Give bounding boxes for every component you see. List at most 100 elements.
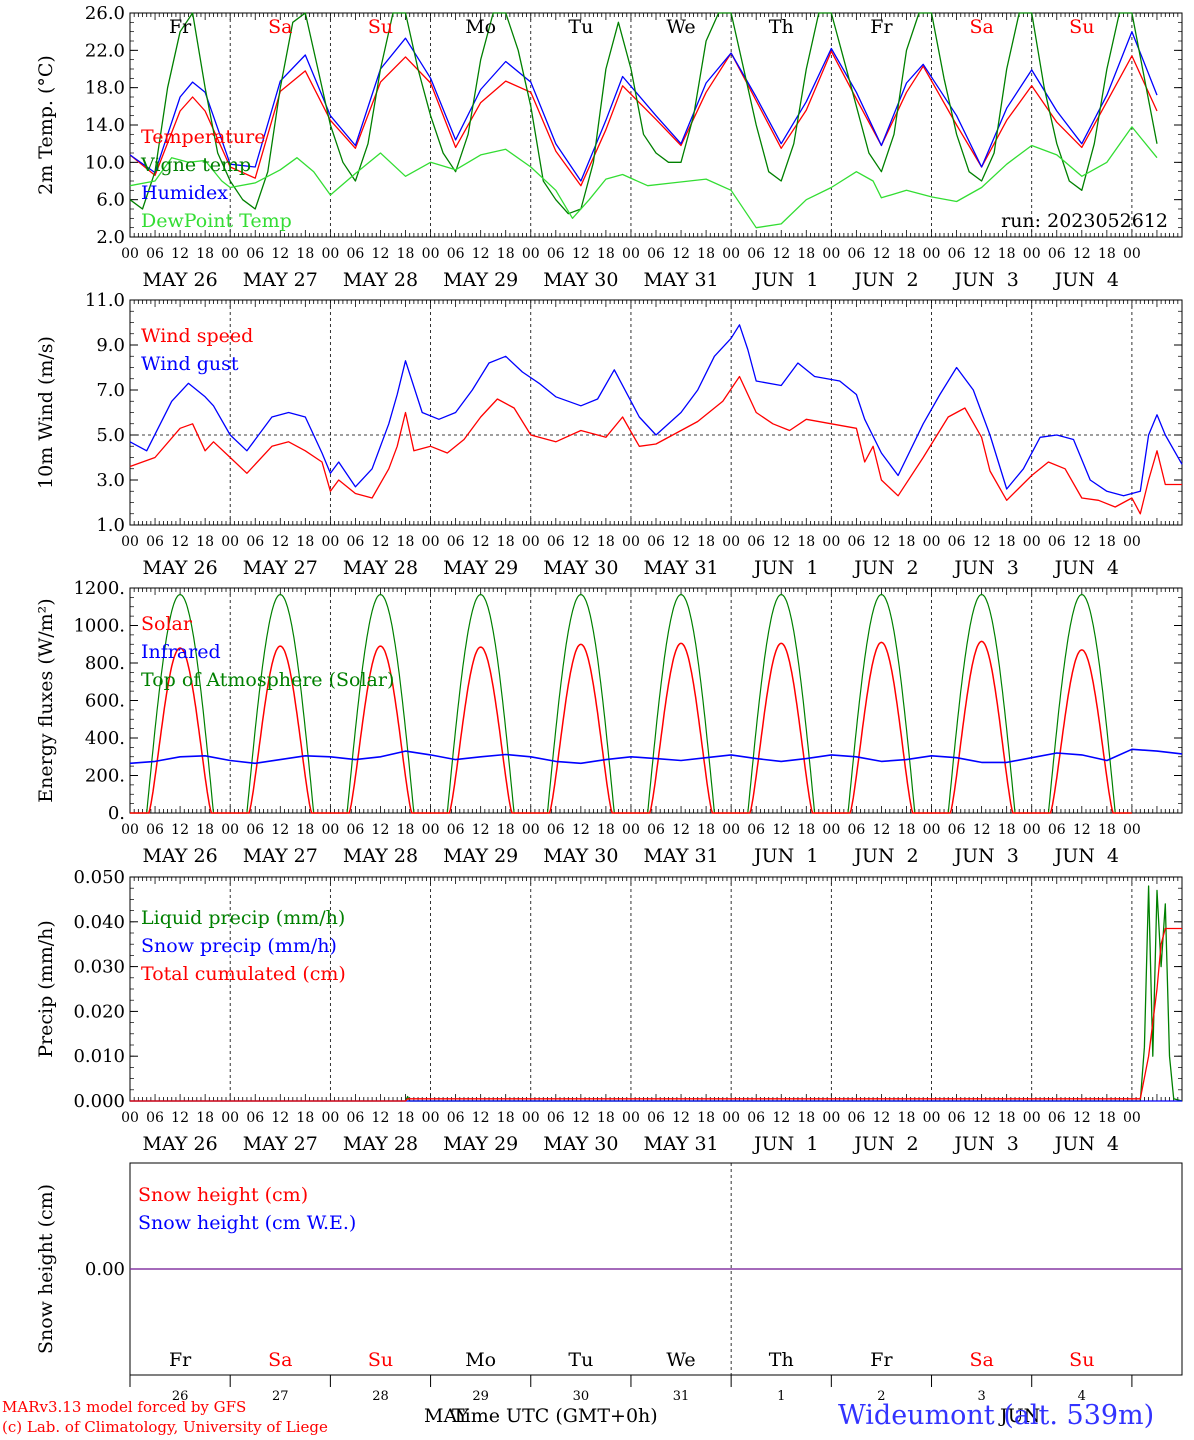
y-tick-label: 0.020 (73, 1001, 125, 1022)
day-number-label: 31 (673, 1389, 690, 1404)
weekday-label: Fr (169, 1349, 192, 1371)
date-label: MAY 29 (443, 557, 518, 579)
legend-entry: Vigne temp (140, 154, 251, 176)
weekday-label: Mo (465, 16, 496, 38)
hour-tick-label: 18 (296, 822, 314, 838)
hour-tick-label: 18 (697, 534, 715, 550)
date-label: MAY 26 (143, 845, 218, 867)
hour-tick-label: 06 (948, 534, 966, 550)
hour-tick-label: 12 (271, 534, 289, 550)
hour-tick-label: 18 (1098, 822, 1116, 838)
date-label: JUN 4 (1053, 845, 1119, 867)
solar-curve (631, 642, 732, 814)
hour-tick-label: 00 (1123, 246, 1141, 262)
hour-tick-label: 00 (422, 822, 440, 838)
hour-tick-label: 12 (873, 534, 891, 550)
hour-tick-label: 00 (722, 534, 740, 550)
hour-tick-label: 06 (246, 534, 264, 550)
toa-solar-curve (831, 594, 932, 814)
hour-tick-label: 00 (622, 1110, 640, 1126)
hour-tick-label: 00 (422, 1110, 440, 1126)
hour-tick-label: 00 (321, 246, 339, 262)
legend-entry: Top of Atmosphere (Solar) (141, 669, 394, 691)
hour-tick-label: 00 (221, 822, 239, 838)
solar-curve (230, 645, 331, 814)
credit-line-2: (c) Lab. of Climatology, University of L… (2, 1418, 328, 1436)
date-label: MAY 28 (343, 557, 418, 579)
hour-tick-label: 12 (973, 1110, 991, 1126)
hour-tick-label: 18 (998, 822, 1016, 838)
hour-tick-label: 18 (397, 822, 415, 838)
day-number-label: 2 (877, 1389, 885, 1404)
hour-tick-label: 12 (372, 1110, 390, 1126)
hour-tick-label: 12 (372, 246, 390, 262)
date-label: MAY 31 (643, 845, 718, 867)
day-number-label: 29 (472, 1389, 489, 1404)
hour-tick-label: 18 (597, 1110, 615, 1126)
hour-tick-label: 06 (547, 1110, 565, 1126)
hour-tick-label: 18 (998, 246, 1016, 262)
hour-tick-label: 00 (1023, 822, 1041, 838)
date-label: MAY 31 (643, 557, 718, 579)
month-label-jun: JUN (1000, 1405, 1041, 1427)
legend-entry: Temperature (141, 126, 265, 148)
legend-entry: Wind gust (141, 353, 239, 375)
y-tick-label: 400. (85, 728, 125, 749)
solar-curve (731, 642, 832, 814)
y-tick-label: 800. (85, 653, 125, 674)
legend-entry: Liquid precip (mm/h) (141, 907, 345, 929)
hour-tick-label: 00 (722, 246, 740, 262)
hour-tick-label: 06 (948, 1110, 966, 1126)
hour-tick-label: 06 (747, 1110, 765, 1126)
y-tick-label: 14.0 (85, 115, 125, 136)
hour-tick-label: 06 (146, 246, 164, 262)
hour-tick-label: 12 (472, 1110, 490, 1126)
hour-tick-label: 12 (472, 822, 490, 838)
hour-tick-label: 06 (948, 822, 966, 838)
hour-tick-label: 06 (146, 1110, 164, 1126)
hour-tick-label: 12 (372, 822, 390, 838)
hour-tick-label: 18 (1098, 534, 1116, 550)
legend-entry: Total cumulated (cm) (141, 963, 346, 985)
y-tick-label: 1000. (73, 616, 125, 637)
y-axis-label: 10m Wind (m/s) (35, 336, 57, 489)
hour-tick-label: 06 (1048, 246, 1066, 262)
hour-tick-label: 06 (347, 246, 365, 262)
hour-tick-label: 18 (497, 1110, 515, 1126)
series-wind-speed (129, 375, 1182, 515)
hour-tick-label: 12 (171, 822, 189, 838)
date-label: MAY 27 (243, 845, 318, 867)
date-label: MAY 30 (543, 557, 618, 579)
hour-tick-label: 18 (597, 246, 615, 262)
toa-solar-curve (230, 594, 331, 814)
y-tick-label: 1.0 (96, 515, 125, 536)
series-wind-gust (129, 324, 1183, 497)
hour-tick-label: 06 (447, 1110, 465, 1126)
series-dewpoint-temp (129, 126, 1158, 229)
weekday-label: Su (1069, 1349, 1094, 1371)
day-number-label: 30 (573, 1389, 590, 1404)
hour-tick-label: 18 (597, 534, 615, 550)
hour-tick-label: 06 (847, 246, 865, 262)
date-label: MAY 27 (243, 557, 318, 579)
date-label: MAY 30 (543, 845, 618, 867)
date-label: MAY 28 (343, 1133, 418, 1155)
hour-tick-label: 18 (397, 534, 415, 550)
hour-tick-label: 12 (973, 822, 991, 838)
date-label: JUN 1 (752, 845, 818, 867)
hour-tick-label: 18 (296, 534, 314, 550)
weekday-label: Sa (969, 1349, 993, 1371)
hour-tick-label: 00 (1123, 822, 1141, 838)
hour-tick-label: 06 (747, 246, 765, 262)
date-label: MAY 30 (543, 269, 618, 291)
hour-tick-label: 06 (647, 1110, 665, 1126)
date-label: MAY 28 (343, 845, 418, 867)
legend-entry: DewPoint Temp (141, 210, 292, 232)
hour-tick-label: 00 (822, 534, 840, 550)
legend-entry: Infrared (141, 641, 221, 663)
credit-line-1: MARv3.13 model forced by GFS (2, 1398, 247, 1416)
hour-tick-label: 18 (397, 1110, 415, 1126)
hour-tick-label: 18 (797, 1110, 815, 1126)
legend-entry: Solar (141, 613, 193, 635)
